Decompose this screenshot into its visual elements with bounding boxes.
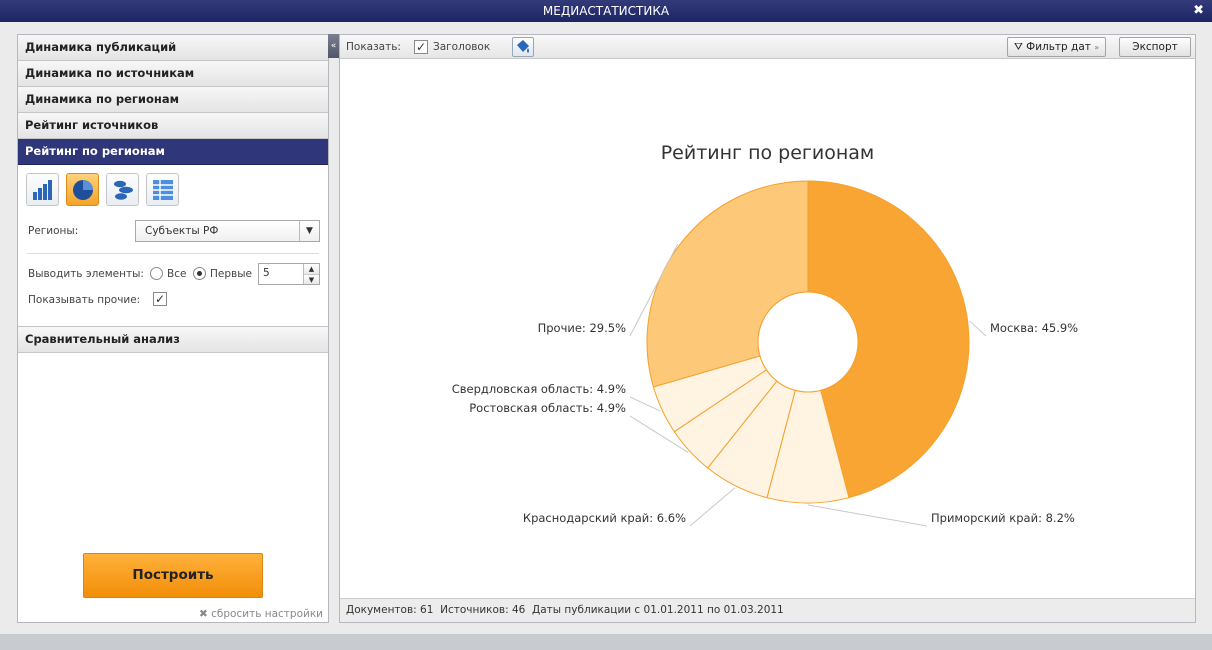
first-count-stepper[interactable]: 5 ▲ ▼: [258, 263, 320, 285]
show-other-label: Показывать прочие:: [28, 294, 141, 306]
leader-line-3: [629, 415, 689, 453]
slice-label-3: Ростовская область: 4.9%: [469, 401, 626, 415]
chart-panel: Показать: ✓ Заголовок ⛛ Фильтр дат » Экс…: [339, 34, 1196, 623]
leader-line-2: [689, 487, 736, 527]
status-bar: Документов: 61 Источников: 46 Даты публи…: [340, 598, 1195, 622]
radio-first[interactable]: [193, 267, 206, 280]
slice-label-2: Краснодарский край: 6.6%: [523, 511, 686, 525]
divider: [27, 253, 319, 254]
bubble-chart-icon[interactable]: [106, 173, 139, 206]
chevron-down-icon: »: [1094, 43, 1100, 52]
leader-line-4: [629, 396, 661, 412]
donut-hole: [757, 291, 859, 393]
regions-rating-settings: Регионы: Субъекты РФ ▼ Выводить элементы…: [18, 165, 328, 327]
slice-label-0: Москва: 45.9%: [990, 321, 1078, 335]
leader-line-5: [629, 243, 679, 337]
pie-chart: Москва: 45.9% Приморский край: 8.2% Красно…: [452, 180, 1078, 527]
section-sources-dynamics[interactable]: Динамика по источникам: [18, 61, 328, 87]
chart-toolbar: Показать: ✓ Заголовок ⛛ Фильтр дат » Экс…: [340, 35, 1195, 59]
output-elements-label: Выводить элементы:: [28, 268, 144, 280]
section-regions-dynamics[interactable]: Динамика по регионам: [18, 87, 328, 113]
regions-label: Регионы:: [28, 225, 79, 237]
chart-type-selector: [26, 173, 179, 206]
slice-label-5: Прочие: 29.5%: [538, 321, 626, 335]
paint-bucket-icon[interactable]: [512, 37, 534, 57]
radio-first-label: Первые: [210, 268, 252, 280]
regions-select[interactable]: Субъекты РФ ▼: [135, 220, 320, 242]
radio-all[interactable]: [150, 267, 163, 280]
window-body: Динамика публикаций Динамика по источник…: [0, 22, 1212, 650]
table-icon[interactable]: [146, 173, 179, 206]
chart-title: Рейтинг по регионам: [660, 142, 875, 164]
filter-icon: ⛛: [1014, 41, 1023, 53]
settings-panel: Динамика публикаций Динамика по источник…: [17, 34, 329, 623]
radio-all-label: Все: [167, 268, 187, 280]
leader-line-1: [807, 504, 928, 527]
date-filter-button[interactable]: ⛛ Фильтр дат »: [1007, 37, 1107, 57]
date-filter-label: Фильтр дат: [1026, 41, 1091, 53]
collapse-panel-button[interactable]: «: [328, 34, 339, 58]
sources-count: Источников: 46: [440, 604, 526, 616]
show-other-checkbox[interactable]: ✓: [153, 292, 167, 306]
first-count-value: 5: [263, 267, 270, 279]
title-checkbox-label: Заголовок: [433, 41, 491, 53]
window-titlebar: МЕДИАСТАТИСТИКА ✖: [0, 0, 1212, 22]
reset-settings-label: сбросить настройки: [211, 608, 323, 620]
close-icon[interactable]: ✖: [1193, 3, 1204, 18]
leader-line-0: [969, 320, 987, 337]
documents-count: Документов: 61: [346, 604, 434, 616]
slice-label-1: Приморский край: 8.2%: [931, 511, 1075, 525]
stepper-buttons: ▲ ▼: [303, 264, 319, 284]
chevron-down-icon: ▼: [299, 221, 319, 241]
stepper-up-icon[interactable]: ▲: [304, 264, 319, 274]
regions-select-value: Субъекты РФ: [145, 225, 219, 237]
close-small-icon: ✖: [198, 608, 208, 620]
stepper-down-icon[interactable]: ▼: [304, 274, 319, 284]
build-button[interactable]: Построить: [83, 553, 263, 598]
window-title: МЕДИАСТАТИСТИКА: [542, 4, 670, 18]
section-publications-dynamics[interactable]: Динамика публикаций: [18, 35, 328, 61]
publication-dates: Даты публикации с 01.01.2011 по 01.03.20…: [532, 604, 784, 616]
pie-chart-icon[interactable]: [66, 173, 99, 206]
title-checkbox[interactable]: ✓: [414, 40, 428, 54]
section-sources-rating[interactable]: Рейтинг источников: [18, 113, 328, 139]
reset-settings-link[interactable]: ✖ сбросить настройки: [199, 608, 323, 620]
slice-label-4: Свердловская область: 4.9%: [452, 382, 626, 396]
bar-chart-icon[interactable]: [26, 173, 59, 206]
section-regions-rating[interactable]: Рейтинг по регионам: [18, 139, 328, 165]
show-label: Показать:: [346, 41, 401, 53]
export-button[interactable]: Экспорт: [1119, 37, 1191, 57]
section-comparative-analysis[interactable]: Сравнительный анализ: [18, 327, 328, 353]
